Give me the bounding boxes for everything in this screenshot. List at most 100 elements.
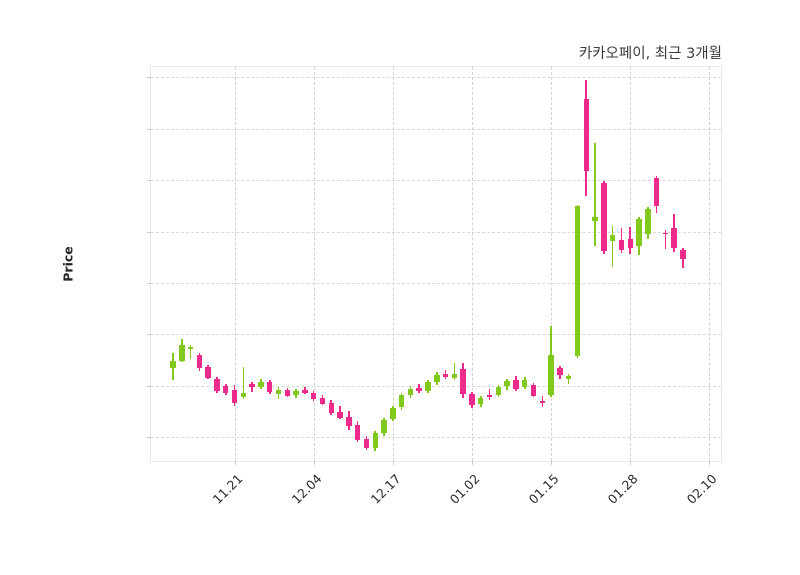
y-tick-mark: [147, 77, 151, 79]
gridline-horizontal: [151, 180, 721, 182]
candle-body: [486, 395, 493, 398]
candle-body: [293, 391, 299, 396]
y-tick-mark: [147, 231, 151, 233]
candle-body: [240, 393, 247, 398]
candle-body: [284, 389, 291, 397]
gridline-vertical: [234, 67, 236, 461]
candle-body: [539, 401, 546, 404]
y-axis-label: Price: [60, 246, 76, 282]
candle-body: [187, 346, 194, 349]
candle-body: [513, 379, 519, 389]
gridline-vertical: [392, 67, 394, 461]
candle-wick: [453, 363, 456, 380]
candle-body: [645, 208, 651, 234]
y-tick-mark: [147, 437, 151, 439]
candle-body: [275, 389, 282, 395]
candle-body: [653, 178, 660, 206]
candle-wick: [189, 344, 192, 360]
gridline-horizontal: [151, 334, 721, 336]
candle-body: [680, 250, 686, 260]
y-tick-mark: [147, 180, 151, 182]
candle-wick: [567, 373, 570, 384]
candle-wick: [664, 229, 667, 250]
candle-wick: [251, 381, 253, 393]
x-tick-label: 01.02: [446, 471, 483, 507]
gridline-horizontal: [151, 385, 721, 387]
candle-body: [451, 373, 458, 378]
candle-body: [231, 389, 238, 404]
candle-body: [363, 439, 370, 448]
candle-wick: [611, 226, 614, 267]
candle-body: [521, 379, 528, 387]
candle-body: [390, 408, 396, 419]
candle-body: [469, 394, 475, 406]
gridline-vertical: [313, 67, 315, 461]
candle-body: [354, 424, 361, 441]
y-tick-mark: [147, 283, 151, 284]
candle-body: [557, 368, 563, 375]
candle-body: [601, 183, 607, 252]
candle-body: [170, 361, 176, 369]
candle-body: [565, 375, 572, 379]
gridline-vertical: [471, 67, 473, 461]
candle-body: [223, 385, 229, 394]
candle-body: [671, 228, 677, 249]
candle-body: [310, 393, 317, 400]
y-tick-mark: [147, 128, 151, 130]
candle-body: [583, 98, 589, 171]
x-tick-mark: [630, 461, 632, 465]
gridline-horizontal: [151, 128, 721, 130]
x-tick-label: 11.21: [209, 471, 246, 507]
candle-wick: [488, 388, 491, 401]
candle-body: [179, 344, 185, 362]
candle-body: [319, 398, 326, 405]
x-tick-mark: [551, 461, 553, 465]
candle-body: [205, 367, 211, 378]
candle-body: [196, 355, 203, 369]
gridline-vertical: [551, 67, 553, 461]
x-tick-label: 12.17: [367, 471, 404, 507]
candle-body: [249, 383, 255, 387]
candle-body: [214, 378, 220, 391]
candle-body: [302, 389, 308, 394]
candle-body: [425, 381, 431, 391]
candle-body: [398, 395, 405, 408]
candle-body: [530, 384, 537, 397]
candle-body: [504, 380, 510, 386]
candle-body: [258, 381, 264, 387]
x-tick-mark: [471, 461, 473, 465]
candle-body: [328, 403, 334, 413]
gridline-horizontal: [151, 283, 721, 284]
candle-body: [627, 238, 633, 249]
candle-body: [478, 398, 484, 405]
x-tick-mark: [392, 461, 394, 465]
chart-title: 카카오페이, 최근 3개월: [578, 46, 722, 62]
gridline-horizontal: [151, 231, 721, 233]
candle-body: [574, 205, 581, 356]
candle-body: [337, 411, 343, 418]
gridline-vertical: [630, 67, 632, 461]
candle-body: [662, 232, 669, 235]
x-tick-label: 02.10: [684, 471, 720, 507]
candle-body: [460, 369, 466, 395]
x-tick-mark: [313, 461, 315, 465]
x-tick-label: 01.28: [604, 471, 641, 507]
candle-body: [592, 217, 598, 222]
gridline-horizontal: [151, 437, 721, 439]
y-tick-mark: [147, 385, 151, 387]
candle-body: [548, 355, 554, 396]
candle-body: [618, 239, 625, 251]
plot-area: 4500050000550006000065000700007500080000…: [147, 66, 722, 507]
candle-body: [266, 381, 273, 393]
x-tick-mark: [234, 461, 236, 465]
candle-wick: [242, 367, 245, 400]
candle-body: [372, 433, 378, 448]
candle-body: [407, 388, 414, 396]
gridline-horizontal: [151, 77, 721, 79]
candle-body: [442, 373, 449, 377]
x-tick-label: 12.04: [288, 471, 325, 507]
candle-body: [609, 234, 616, 241]
candle-body: [346, 416, 352, 426]
gridline-vertical: [709, 67, 711, 461]
